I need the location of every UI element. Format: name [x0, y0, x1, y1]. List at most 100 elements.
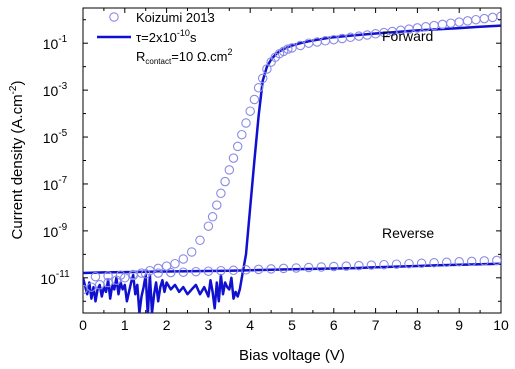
data-point-koizumi-forward — [203, 221, 214, 231]
x-tick-label: 5 — [288, 317, 296, 333]
data-point-koizumi-forward — [94, 280, 105, 290]
y-tick-base: 10 — [43, 130, 59, 146]
y-tick-exponent: -3 — [58, 81, 67, 92]
y-tick-label: 10-3 — [43, 81, 68, 99]
x-tick-label: 6 — [330, 317, 338, 333]
legend-r-subscript: contact — [145, 57, 172, 66]
y-tick-exponent: -9 — [58, 222, 67, 233]
data-point-koizumi-reverse — [454, 257, 464, 267]
y-tick-label: 10-9 — [43, 222, 68, 240]
data-point-koizumi-forward — [257, 73, 268, 84]
data-point-koizumi-reverse — [316, 262, 327, 272]
y-tick-exponent: -5 — [58, 128, 67, 139]
legend-r-exponent: 2 — [228, 47, 233, 57]
data-point-koizumi-forward — [212, 200, 222, 210]
legend-r-base: R — [136, 49, 145, 64]
data-point-koizumi-forward — [287, 43, 297, 53]
data-point-koizumi-forward — [224, 165, 235, 175]
data-point-koizumi-reverse — [341, 261, 352, 271]
series-layer — [83, 11, 501, 313]
data-point-koizumi-reverse — [278, 263, 289, 274]
y-tick-label: 10-11 — [40, 269, 70, 287]
data-point-koizumi-reverse — [140, 269, 151, 279]
data-point-koizumi-forward — [283, 44, 293, 54]
data-point-koizumi-forward — [241, 118, 251, 128]
annotation-forward: Forward — [382, 28, 433, 44]
y-tick-exponent: -7 — [58, 175, 67, 186]
x-tick-label: 10 — [493, 317, 509, 333]
x-tick-label: 3 — [205, 317, 213, 333]
data-point-koizumi-reverse — [216, 265, 226, 276]
data-point-koizumi-reverse — [153, 268, 163, 278]
data-point-koizumi-reverse — [429, 258, 439, 268]
data-point-koizumi-reverse — [391, 259, 402, 269]
y-tick-exponent: -1 — [58, 34, 67, 45]
data-point-koizumi-forward — [479, 13, 490, 24]
data-point-koizumi-forward — [83, 284, 88, 295]
y-axis-title-exponent: -2 — [8, 85, 19, 94]
data-point-koizumi-forward — [462, 16, 473, 26]
x-tick-label: 4 — [246, 317, 254, 333]
x-tick-label: 2 — [163, 317, 171, 333]
data-point-koizumi-reverse — [166, 267, 176, 278]
data-point-koizumi-reverse — [441, 257, 452, 268]
legend-koizumi-marker — [109, 12, 119, 22]
legend-koizumi-label: Koizumi 2013 — [136, 10, 215, 25]
data-point-koizumi-forward — [446, 18, 456, 28]
data-point-koizumi-reverse — [178, 267, 189, 277]
data-point-koizumi-reverse — [354, 260, 364, 271]
data-point-koizumi-forward — [249, 94, 260, 105]
data-point-koizumi-reverse — [90, 271, 101, 282]
y-tick-label: 10-1 — [43, 34, 68, 52]
data-point-koizumi-forward — [487, 12, 498, 23]
data-point-koizumi-reverse — [103, 271, 113, 281]
data-point-koizumi-forward — [245, 106, 255, 116]
data-point-koizumi-reverse — [416, 258, 427, 269]
data-point-koizumi-forward — [170, 258, 180, 269]
data-point-koizumi-reverse — [266, 264, 276, 274]
data-point-koizumi-reverse — [303, 262, 314, 273]
y-tick-label: 10-7 — [43, 175, 68, 193]
data-point-koizumi-forward — [220, 176, 230, 187]
x-tick-label: 1 — [121, 317, 129, 333]
data-point-koizumi-reverse — [366, 260, 377, 270]
y-axis-title-main: Current density (A.cm — [9, 94, 26, 239]
data-point-koizumi-forward — [237, 129, 247, 140]
y-axis-title-close: ) — [9, 81, 26, 86]
data-point-koizumi-forward — [195, 235, 205, 246]
data-point-koizumi-reverse — [228, 265, 239, 276]
y-tick-base: 10 — [43, 224, 59, 240]
data-point-koizumi-forward — [262, 64, 272, 74]
y-tick-exponent: -11 — [56, 269, 70, 280]
y-tick-base: 10 — [43, 177, 59, 193]
legend: Koizumi 2013 τ=2x10-10s Rcontact=10 Ω.cm… — [97, 10, 233, 66]
data-point-koizumi-forward — [437, 19, 448, 30]
annotation-reverse: Reverse — [382, 225, 434, 241]
legend-tau-exponent: -10 — [177, 28, 190, 38]
data-point-koizumi-forward — [253, 83, 264, 93]
data-point-koizumi-reverse — [191, 266, 201, 277]
y-tick-base: 10 — [43, 36, 59, 52]
data-point-koizumi-forward — [207, 212, 218, 222]
data-point-koizumi-forward — [86, 282, 97, 292]
data-point-koizumi-forward — [471, 14, 481, 25]
data-point-koizumi-reverse — [329, 261, 339, 272]
legend-tau-suffix: s — [190, 30, 197, 45]
data-point-koizumi-reverse — [492, 255, 501, 266]
data-point-koizumi-reverse — [115, 270, 126, 280]
data-point-koizumi-reverse — [379, 259, 389, 270]
data-point-koizumi-forward — [178, 254, 189, 264]
data-point-koizumi-forward — [186, 247, 197, 257]
y-tick-base: 10 — [43, 83, 59, 99]
x-tick-label: 0 — [79, 317, 87, 333]
data-point-koizumi-reverse — [128, 269, 138, 280]
x-tick-label: 9 — [455, 317, 463, 333]
data-point-koizumi-forward — [232, 141, 243, 152]
data-point-koizumi-forward — [228, 153, 239, 163]
data-point-koizumi-reverse — [466, 256, 477, 267]
legend-model-label: τ=2x10-10s — [136, 28, 197, 45]
data-point-koizumi-forward — [216, 188, 226, 199]
x-axis: 0 1 2 3 4 5 6 7 8 9 10 — [79, 8, 509, 333]
x-tick-label: 7 — [372, 317, 380, 333]
